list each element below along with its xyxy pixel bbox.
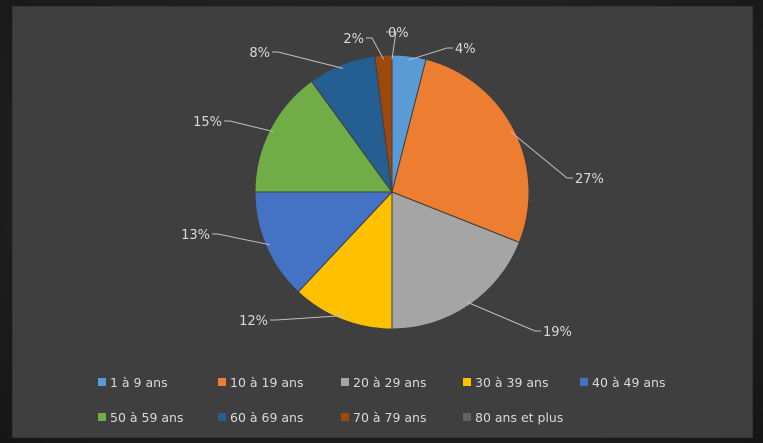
legend-item-40-a-49-ans: 40 à 49 ans [580,375,666,390]
leader-line-30-a-39-ans [270,315,344,321]
legend-swatch-30-a-39-ans [463,378,471,386]
leader-line-20-a-29-ans [466,301,541,332]
legend-swatch-20-a-29-ans [341,378,349,386]
legend-item-20-a-29-ans: 20 à 29 ans [341,375,427,390]
legend-label-1-a-9-ans: 1 à 9 ans [110,375,168,390]
leader-line-50-a-59-ans [224,120,274,133]
legend-swatch-70-a-79-ans [341,413,349,421]
legend-label-10-a-19-ans: 10 à 19 ans [230,375,304,390]
pie-slices [254,54,530,330]
percent-label-1-a-9-ans: 4% [455,42,476,57]
pie-slice-40-a-49-ans [254,191,394,293]
leader-line-1-a-9-ans [408,47,453,61]
chart-area: 4% 27% 19% 12% 13% 15% 8% 2% 0% 1 à 9 ans 10 à 19… [12,6,753,438]
pie-slice-30-a-39-ans [297,190,393,330]
legend-label-30-a-39-ans: 30 à 39 ans [475,375,549,390]
legend-swatch-60-a-69-ans [218,413,226,421]
legend-swatch-80-ans-et-plus [463,413,471,421]
leader-lines [212,31,573,332]
legend-label-70-a-79-ans: 70 à 79 ans [353,410,427,425]
percent-label-30-a-39-ans: 12% [239,314,268,329]
pie-slice-10-a-19-ans [391,58,530,244]
pie-slice-50-a-59-ans [254,80,393,193]
percent-label-40-a-49-ans: 13% [181,228,210,243]
pie-chart: 4% 27% 19% 12% 13% 15% 8% 2% 0% 1 à 9 ans 10 à 19… [98,26,666,425]
legend-item-70-a-79-ans: 70 à 79 ans [341,410,427,425]
percent-label-70-a-79-ans: 2% [343,32,364,47]
percent-label-50-a-59-ans: 15% [193,115,222,130]
percent-label-80-ans-et-plus: 0% [388,26,409,41]
legend-label-80-ans-et-plus: 80 ans et plus [475,410,563,425]
legend-swatch-1-a-9-ans [98,378,106,386]
legend-label-40-a-49-ans: 40 à 49 ans [592,375,666,390]
leader-line-80-ans-et-plus [386,31,397,60]
percent-labels: 4% 27% 19% 12% 13% 15% 8% 2% 0% [181,26,604,340]
legend-item-50-a-59-ans: 50 à 59 ans [98,410,184,425]
legend-swatch-40-a-49-ans [580,378,588,386]
pie-slice-20-a-29-ans [391,191,521,330]
legend-item-1-a-9-ans: 1 à 9 ans [98,375,168,390]
legend-item-60-a-69-ans: 60 à 69 ans [218,410,304,425]
percent-label-10-a-19-ans: 27% [575,172,604,187]
legend-item-10-a-19-ans: 10 à 19 ans [218,375,304,390]
pie-slice-70-a-79-ans [374,54,393,193]
leader-line-70-a-79-ans [366,37,385,60]
leader-line-10-a-19-ans [510,131,573,179]
legend-swatch-10-a-19-ans [218,378,226,386]
legend-item-30-a-39-ans: 30 à 39 ans [463,375,549,390]
percent-label-60-a-69-ans: 8% [249,46,270,61]
legend-label-50-a-59-ans: 50 à 59 ans [110,410,184,425]
leader-line-60-a-69-ans [272,51,344,69]
percent-label-20-a-29-ans: 19% [543,325,572,340]
legend-label-20-a-29-ans: 20 à 29 ans [353,375,427,390]
legend: 1 à 9 ans 10 à 19 ans 20 à 29 ans 30 à 39 a… [98,375,666,425]
legend-swatch-50-a-59-ans [98,413,106,421]
legend-label-60-a-69-ans: 60 à 69 ans [230,410,304,425]
legend-item-80-ans-et-plus: 80 ans et plus [463,410,563,425]
leader-line-40-a-49-ans [212,233,271,246]
